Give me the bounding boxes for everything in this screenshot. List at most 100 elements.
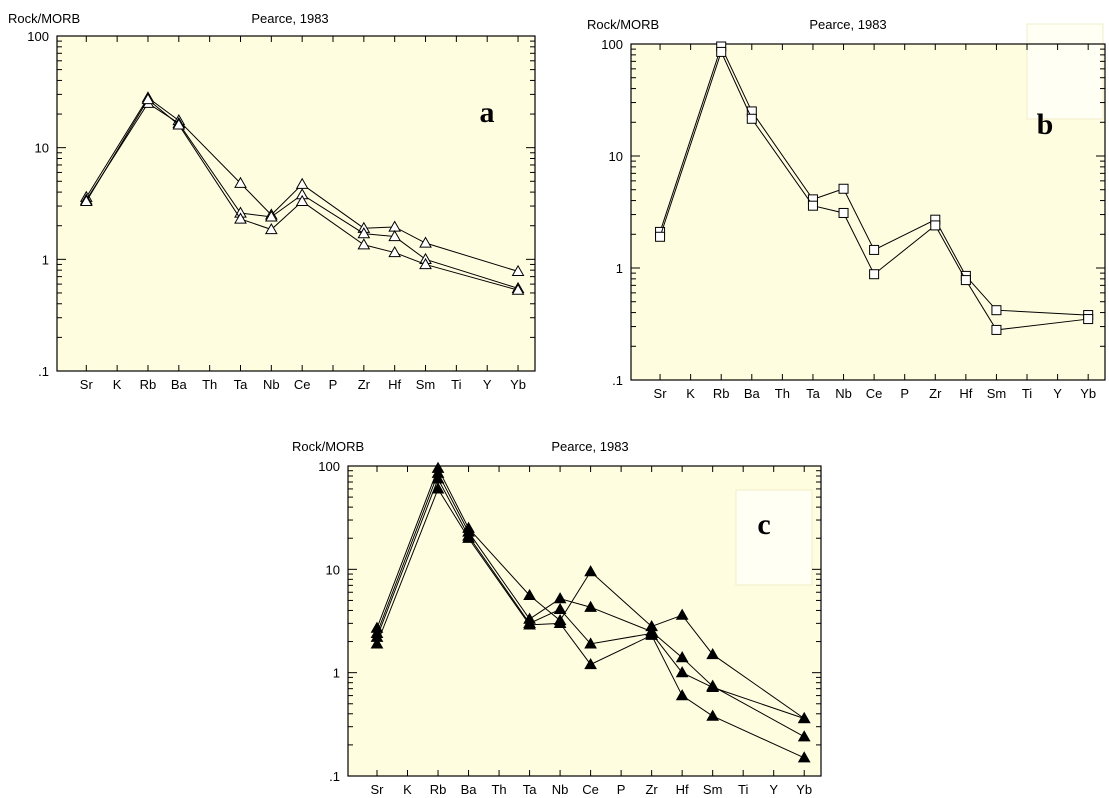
x-tick-label: Nb	[552, 782, 569, 797]
y-tick-label: 1	[616, 261, 623, 276]
data-point	[930, 220, 941, 231]
x-tick-label: Th	[775, 386, 790, 401]
series-line	[376, 477, 805, 719]
chart-panel-b: Sr K Rb Ba Th Ta Nb Ce P Zr Hf Sm Ti Y Yb .1 1 10 100 Rock/…	[575, 10, 1109, 401]
data-point	[838, 183, 849, 194]
y-tick-label: 100	[601, 37, 623, 52]
x-tick-label: Ta	[806, 386, 821, 401]
x-tick-label: Ba	[171, 377, 188, 392]
y-axis-label: Rock/MORB	[587, 17, 659, 32]
data-point	[295, 194, 309, 207]
data-point	[869, 244, 880, 255]
x-tick-label: Ce	[582, 782, 599, 797]
data-point	[584, 657, 597, 670]
x-tick-label: Hf	[388, 377, 401, 392]
chart-c-svg: Sr K Rb Ba Th Ta Nb Ce P Zr Hf Sm Ti Y Yb .1 1 10 100 Rock/…	[292, 439, 822, 797]
x-tick-label: Ba	[744, 386, 761, 401]
plot-area	[631, 44, 1105, 380]
chart-title: Pearce, 1983	[251, 11, 328, 26]
panel-label-box	[1026, 23, 1104, 120]
x-tick-label: Nb	[835, 386, 852, 401]
x-tick-label: Ti	[738, 782, 748, 797]
series-line	[85, 97, 519, 272]
data-point	[675, 666, 689, 678]
data-point	[523, 618, 536, 630]
x-tick-label: Rb	[713, 386, 730, 401]
y-tick-label: 10	[609, 149, 623, 164]
x-tick-label: Sm	[416, 377, 436, 392]
series-2	[79, 92, 525, 295]
x-tick-label: Ba	[461, 782, 478, 797]
series-line	[376, 487, 805, 759]
data-point	[388, 246, 402, 258]
data-point	[264, 222, 278, 235]
data-point	[172, 118, 186, 130]
data-point	[675, 689, 689, 701]
chart-panel-a: Sr K Rb Ba Th Ta Nb Ce P Zr Hf Sm Ti Y Yb .1 1 10 100 Rock/…	[0, 0, 560, 392]
x-tick-label: Rb	[430, 782, 447, 797]
data-point	[584, 637, 597, 649]
x-tick-label: Ta	[523, 782, 538, 797]
data-point	[716, 46, 727, 57]
data-point	[706, 680, 720, 693]
data-point	[553, 616, 567, 628]
data-point	[388, 230, 402, 242]
data-point	[357, 227, 371, 239]
data-point	[419, 257, 432, 270]
x-tick-label: Zr	[929, 386, 942, 401]
y-tick-label: 1	[333, 666, 340, 681]
series-line	[376, 472, 805, 738]
x-tick-label: Hf	[959, 386, 972, 401]
data-point	[675, 608, 689, 620]
data-point	[264, 210, 278, 222]
x-tick-label: K	[686, 386, 695, 401]
plot-frame	[347, 465, 822, 777]
y-axis-label: Rock/MORB	[8, 11, 80, 26]
series-3	[370, 482, 811, 763]
series-line	[376, 467, 805, 719]
data-point	[553, 602, 567, 614]
plot-frame	[630, 43, 1106, 381]
x-tick-label: Nb	[263, 377, 280, 392]
x-tick-label: Ta	[234, 377, 249, 392]
x-tick-label: Ti	[451, 377, 461, 392]
y-tick-label: 10	[35, 141, 49, 156]
y-tick-label: .1	[329, 769, 340, 784]
x-tick-label: P	[617, 782, 626, 797]
x-tick-label: Ti	[1022, 386, 1032, 401]
data-point	[553, 592, 567, 604]
series-line	[85, 98, 519, 291]
y-tick-label: 10	[326, 562, 340, 577]
panel-label-box	[735, 489, 813, 586]
x-tick-label: Zr	[645, 782, 658, 797]
x-tick-label: P	[900, 386, 909, 401]
panel-letter: a	[480, 96, 495, 129]
x-tick-label: Y	[769, 782, 778, 797]
data-point	[838, 207, 849, 218]
series-1	[655, 46, 1094, 335]
data-point	[234, 212, 247, 224]
data-point	[357, 238, 371, 250]
plot-frame	[56, 35, 536, 372]
x-tick-label: Sm	[987, 386, 1007, 401]
data-point	[141, 92, 155, 105]
chart-a-svg: Sr K Rb Ba Th Ta Nb Ce P Zr Hf Sm Ti Y Yb .1 1 10 100 Rock/…	[8, 11, 536, 392]
data-point	[645, 628, 658, 640]
data-point	[746, 113, 757, 124]
x-tick-label: Yb	[1080, 386, 1096, 401]
data-point	[1083, 314, 1094, 325]
x-tick-label: Yb	[796, 782, 812, 797]
x-tick-label: Zr	[358, 377, 371, 392]
x-tick-label: Yb	[510, 377, 526, 392]
x-tick-label: K	[113, 377, 122, 392]
data-point	[511, 283, 525, 295]
x-tick-label: Ce	[294, 377, 311, 392]
y-axis-label: Rock/MORB	[292, 439, 364, 454]
data-point	[991, 324, 1002, 335]
data-point	[511, 264, 525, 277]
data-point	[79, 194, 93, 207]
data-point	[797, 730, 811, 742]
data-point	[431, 482, 445, 494]
x-tick-label: Sr	[370, 782, 384, 797]
panel-letter: c	[757, 508, 770, 541]
